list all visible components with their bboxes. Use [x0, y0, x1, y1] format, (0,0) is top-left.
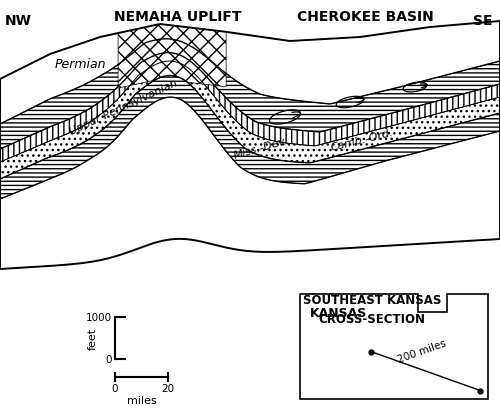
Polygon shape [0, 22, 500, 125]
Text: Upper Pennsylvanian: Upper Pennsylvanian [68, 79, 179, 137]
Text: 200 miles: 200 miles [396, 338, 448, 364]
Text: CHEROKEE BASIN: CHEROKEE BASIN [296, 10, 434, 24]
Text: Miss.-Dev.: Miss.-Dev. [232, 135, 289, 160]
Text: SE: SE [472, 14, 492, 28]
Polygon shape [0, 76, 500, 200]
Text: KANSAS: KANSAS [310, 306, 367, 319]
Text: SOUTHEAST KANSAS
CROSS-SECTION: SOUTHEAST KANSAS CROSS-SECTION [303, 293, 441, 325]
Polygon shape [300, 294, 488, 399]
Text: Camb.-Ord.: Camb.-Ord. [330, 127, 394, 152]
Text: NW: NW [5, 14, 32, 28]
Text: 20: 20 [162, 383, 174, 393]
Polygon shape [118, 25, 226, 89]
Polygon shape [0, 54, 500, 163]
Text: 1000: 1000 [86, 312, 112, 322]
Text: feet: feet [88, 327, 98, 349]
Text: miles: miles [126, 395, 156, 405]
Text: NEMAHA UPLIFT: NEMAHA UPLIFT [114, 10, 242, 24]
Polygon shape [0, 98, 500, 270]
Polygon shape [0, 62, 500, 180]
Text: 0: 0 [112, 383, 118, 393]
Text: Permian: Permian [55, 58, 106, 71]
Polygon shape [0, 40, 500, 150]
Text: 0: 0 [106, 354, 112, 364]
